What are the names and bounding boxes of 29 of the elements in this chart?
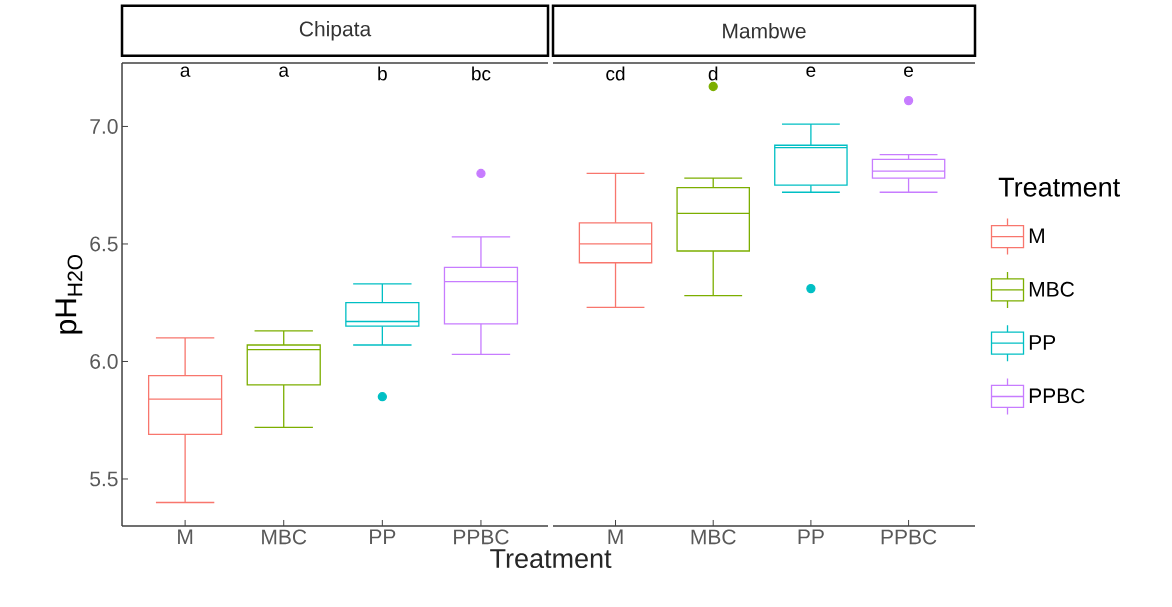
x-tick-label: MBC — [262, 529, 307, 545]
legend-title: Treatment — [998, 177, 1120, 197]
annotation: bc — [472, 66, 491, 81]
annotation: a — [180, 66, 191, 77]
y-tick-label: 7.0 — [90, 119, 118, 134]
y-axis-title: pH$_{H2O}$ — [55, 254, 83, 334]
chart-title: Mambwe — [723, 23, 806, 39]
annotation: a — [279, 66, 290, 77]
annotation: d — [708, 66, 718, 81]
legend-label: PP — [1029, 335, 1056, 350]
annotation: e — [806, 66, 816, 77]
x-axis-title: Treatment — [490, 549, 612, 569]
annotation: b — [378, 66, 387, 81]
x-tick-label: PPBC — [881, 529, 937, 545]
annotation: e — [904, 66, 914, 77]
y-tick-label: 6.5 — [90, 236, 118, 252]
x-tick-label: MBC — [691, 529, 736, 545]
x-tick-label: PPBC — [454, 529, 509, 545]
y-tick-label: 6.0 — [90, 354, 118, 369]
annotation: cd — [606, 66, 625, 81]
x-tick-label: M — [608, 529, 623, 544]
legend-label: M — [1029, 228, 1044, 244]
legend-label: PPBC — [1029, 388, 1085, 404]
chart-title: Chipata — [299, 20, 372, 41]
legend-label: MBC — [1029, 281, 1075, 297]
y-tick-label: 5.5 — [90, 471, 118, 487]
x-tick-label: PP — [798, 529, 824, 544]
x-tick-label: M — [178, 529, 193, 544]
x-tick-label: PP — [370, 529, 396, 544]
